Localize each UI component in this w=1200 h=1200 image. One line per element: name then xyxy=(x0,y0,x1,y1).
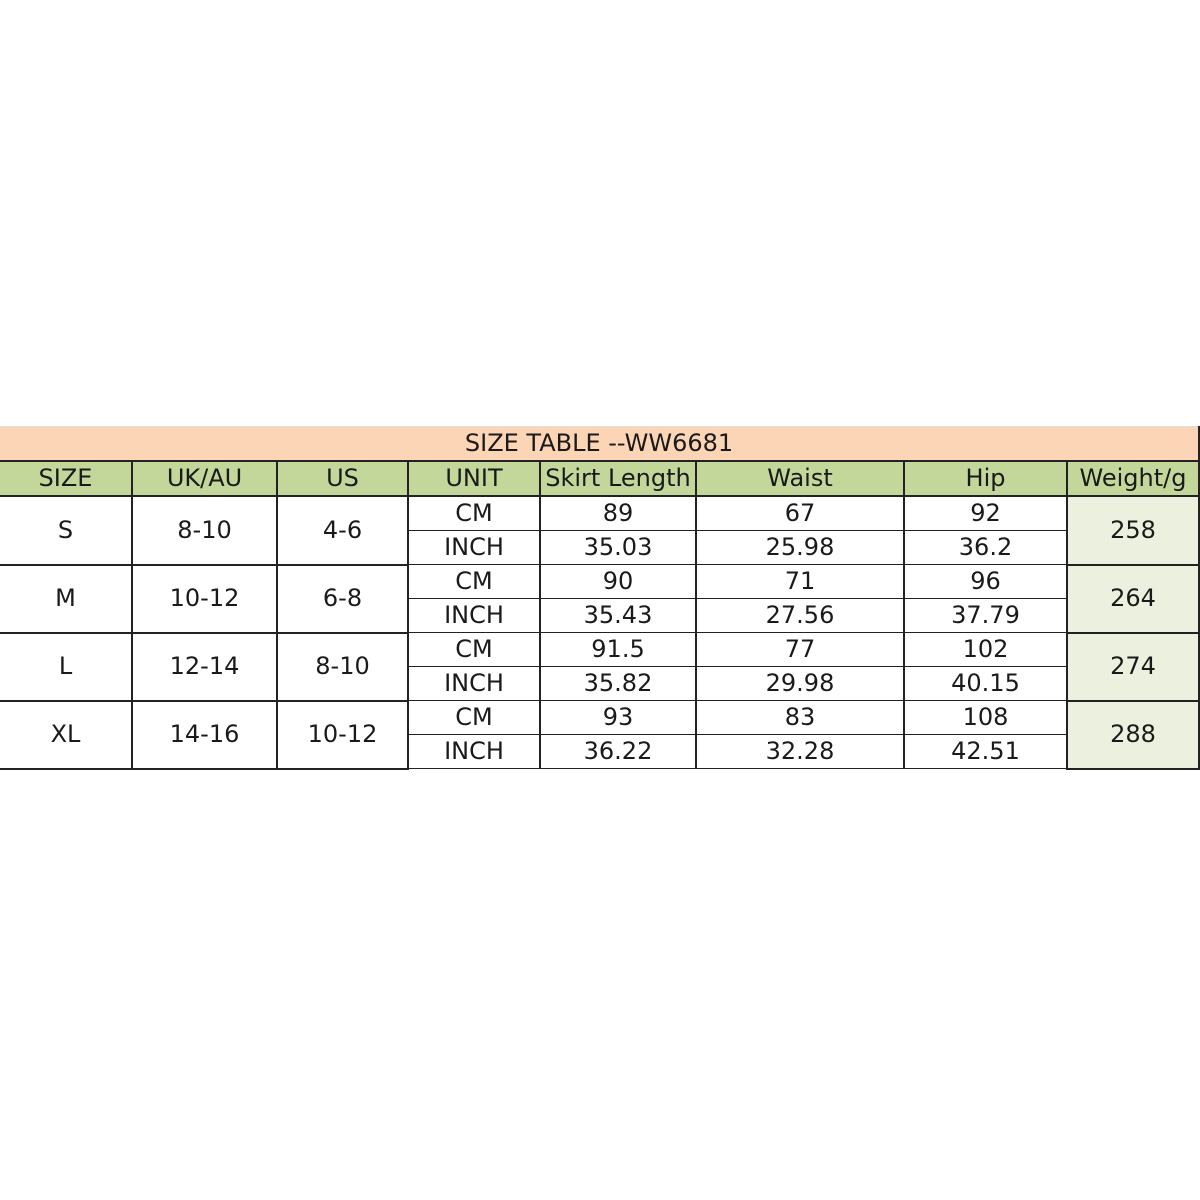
weight-cell: 274 xyxy=(1065,631,1200,702)
uk-au-cell: 12-14 xyxy=(131,631,278,702)
uk-au-cell: 10-12 xyxy=(131,563,278,634)
hip-cell: 42.51 xyxy=(903,734,1068,769)
table-row: INCH 35.82 29.98 40.15 xyxy=(0,666,1199,701)
waist-cell: 83 xyxy=(695,700,905,735)
table-title: SIZE TABLE --WW6681 xyxy=(0,426,1200,462)
table-row: L 12-14 8-10 CM 91.5 77 102 274 xyxy=(0,631,1200,702)
us-cell: 4-6 xyxy=(276,495,409,566)
hip-cell: 108 xyxy=(903,700,1068,735)
skirt-length-cell: 90 xyxy=(539,564,697,599)
header-skirt-length: Skirt Length xyxy=(539,460,697,497)
size-cell: XL xyxy=(0,699,133,770)
skirt-length-cell: 36.22 xyxy=(539,734,697,769)
waist-cell: 29.98 xyxy=(695,666,905,701)
hip-cell: 102 xyxy=(903,632,1068,667)
header-row: SIZE UK/AU US UNIT Skirt Length Waist Hip Weigh… xyxy=(0,460,1200,497)
unit-cell: INCH xyxy=(407,734,541,769)
us-cell: 8-10 xyxy=(276,631,409,702)
skirt-length-cell: 35.43 xyxy=(539,598,697,633)
weight-cell: 264 xyxy=(1065,563,1200,634)
weight-cell: 258 xyxy=(1065,495,1200,566)
unit-cell: INCH xyxy=(407,666,541,701)
table-row: XL 14-16 10-12 CM 93 83 108 288 xyxy=(0,699,1200,770)
header-size: SIZE xyxy=(0,460,133,497)
waist-cell: 71 xyxy=(695,564,905,599)
header-weight: Weight/g xyxy=(1065,460,1200,497)
unit-cell: CM xyxy=(407,632,541,667)
size-cell: L xyxy=(0,631,133,702)
hip-cell: 40.15 xyxy=(903,666,1068,701)
uk-au-cell: 14-16 xyxy=(131,699,278,770)
hip-cell: 37.79 xyxy=(903,598,1068,633)
waist-cell: 67 xyxy=(695,495,905,531)
table-row: INCH 36.22 32.28 42.51 xyxy=(0,734,1199,769)
unit-cell: CM xyxy=(407,564,541,599)
hip-cell: 36.2 xyxy=(903,530,1068,565)
unit-cell: CM xyxy=(407,700,541,735)
unit-cell: CM xyxy=(407,495,541,531)
header-uk-au: UK/AU xyxy=(131,460,278,497)
skirt-length-cell: 91.5 xyxy=(539,632,697,667)
uk-au-cell: 8-10 xyxy=(131,495,278,566)
size-cell: M xyxy=(0,563,133,634)
size-table: SIZE TABLE --WW6681 SIZE UK/AU US UNIT Skirt… xyxy=(0,426,1200,770)
skirt-length-cell: 89 xyxy=(539,495,697,531)
hip-cell: 92 xyxy=(903,495,1068,531)
weight-cell: 288 xyxy=(1065,699,1200,770)
waist-cell: 27.56 xyxy=(695,598,905,633)
header-waist: Waist xyxy=(695,460,905,497)
waist-cell: 25.98 xyxy=(695,530,905,565)
table-row: S 8-10 4-6 CM 89 67 92 258 xyxy=(0,495,1200,566)
unit-cell: INCH xyxy=(407,598,541,633)
skirt-length-cell: 35.03 xyxy=(539,530,697,565)
size-cell: S xyxy=(0,495,133,566)
header-hip: Hip xyxy=(903,460,1068,497)
us-cell: 10-12 xyxy=(276,699,409,770)
unit-cell: INCH xyxy=(407,530,541,565)
hip-cell: 96 xyxy=(903,564,1068,599)
skirt-length-cell: 35.82 xyxy=(539,666,697,701)
header-us: US xyxy=(276,460,409,497)
table-row: M 10-12 6-8 CM 90 71 96 264 xyxy=(0,563,1200,634)
us-cell: 6-8 xyxy=(276,563,409,634)
waist-cell: 32.28 xyxy=(695,734,905,769)
header-unit: UNIT xyxy=(407,460,541,497)
waist-cell: 77 xyxy=(695,632,905,667)
skirt-length-cell: 93 xyxy=(539,700,697,735)
